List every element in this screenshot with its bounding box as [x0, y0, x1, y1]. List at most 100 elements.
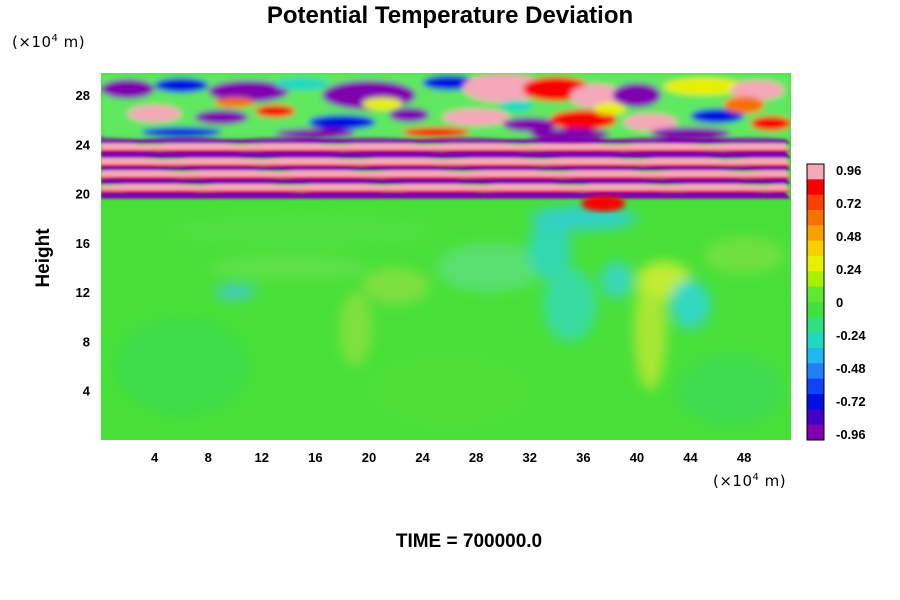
- colorbar-swatch: [807, 332, 824, 349]
- wave-cell: [275, 128, 356, 139]
- wave-cell: [402, 127, 470, 138]
- wave-cell: [194, 109, 249, 125]
- wave-cell: [650, 127, 731, 140]
- band: [101, 163, 791, 171]
- colorbar-swatch: [807, 378, 824, 395]
- wave-cell: [255, 105, 296, 118]
- field-blob: [600, 261, 633, 299]
- field-blob: [362, 267, 430, 305]
- field-blob: [677, 353, 785, 428]
- y-tick-label: 20: [76, 187, 90, 202]
- band: [101, 168, 791, 178]
- field-blob: [114, 316, 249, 416]
- colorbar-tick-label: 0.24: [836, 262, 862, 277]
- colorbar-swatch: [807, 348, 824, 364]
- stratified-bands: [101, 135, 791, 199]
- colorbar-tick-label: 0.48: [836, 229, 861, 244]
- colorbar-swatch: [807, 317, 824, 334]
- field-blob: [543, 267, 597, 342]
- y-tick-label: 12: [76, 285, 90, 300]
- field-blob: [339, 292, 372, 367]
- time-label: TIME = 700000.0: [395, 531, 543, 552]
- colorbar-frame: [806, 163, 825, 441]
- band-edge: [101, 149, 791, 152]
- field-blob: [703, 236, 785, 274]
- field-blob: [528, 218, 572, 280]
- plume: [581, 195, 626, 212]
- wave-cell: [549, 109, 617, 130]
- band: [101, 141, 791, 151]
- wave-cell: [502, 117, 557, 133]
- colorbar-tick-label: 0.72: [836, 196, 861, 211]
- colorbar: 0.96 0.72 0.48 0.24 0 -0.24 -0.48 -0.72 -0.96: [806, 163, 866, 442]
- x-tick-label: 4: [151, 450, 159, 465]
- x-tick-label: 28: [469, 450, 483, 465]
- wave-cell: [422, 75, 477, 91]
- colorbar-swatch: [807, 363, 824, 380]
- x-tick-label: 48: [737, 450, 751, 465]
- wave-cell: [141, 127, 222, 138]
- plot-area: [101, 73, 791, 440]
- x-tick-label: 36: [576, 450, 590, 465]
- wave-cell: [101, 79, 155, 99]
- upper-waves: [101, 73, 791, 141]
- wave-cell: [308, 114, 376, 130]
- band-edge: [101, 176, 791, 179]
- wave-cell: [724, 96, 765, 114]
- wave-cell: [208, 80, 289, 103]
- wave-cell: [389, 107, 430, 123]
- wave-cell: [462, 73, 544, 103]
- wave-cell: [730, 80, 785, 101]
- band: [101, 156, 791, 166]
- band: [101, 182, 791, 192]
- field-blob: [670, 279, 711, 330]
- field-blob: [208, 255, 369, 280]
- lower-field: [114, 206, 785, 428]
- colorbar-swatch: [807, 286, 824, 303]
- band-edge: [101, 164, 791, 167]
- y-axis-unit: (×104 m): [12, 33, 86, 51]
- band-edge: [101, 190, 791, 193]
- x-axis-unit: (×104 m): [713, 472, 787, 490]
- colorbar-tick-label: -0.24: [836, 328, 866, 343]
- wave-cell: [612, 82, 662, 108]
- wave-cell: [442, 108, 510, 126]
- colorbar-swatch: [807, 210, 824, 226]
- colorbar-swatch: [807, 194, 824, 211]
- x-tick-label: 12: [255, 450, 269, 465]
- wave-cell: [127, 105, 182, 123]
- colorbar-tick-label: -0.48: [836, 361, 866, 376]
- wave-cell: [750, 116, 791, 131]
- colorbar-swatch: [807, 302, 824, 318]
- wave-cell: [594, 102, 627, 115]
- colorbar-tick-label: 0.96: [836, 163, 861, 178]
- chart-title: Potential Temperature Deviation: [266, 2, 634, 29]
- colorbar-swatch: [807, 409, 824, 426]
- wave-cell: [362, 97, 403, 110]
- colorbar-swatch: [807, 271, 824, 288]
- x-tick-label: 24: [415, 450, 430, 465]
- field-blob: [214, 286, 256, 299]
- x-tick-label: 32: [523, 450, 537, 465]
- y-tick-label: 4: [83, 384, 91, 399]
- field-blob: [368, 353, 530, 428]
- wave-cell: [569, 84, 624, 109]
- field-blob: [529, 206, 637, 231]
- field-blob: [167, 212, 436, 250]
- colorbar-swatch: [807, 424, 824, 441]
- y-tick-label: 24: [76, 137, 91, 152]
- colorbar-swatch: [807, 240, 824, 257]
- colorbar-swatch: [807, 225, 824, 242]
- wave-cell: [214, 97, 256, 108]
- wave-cell: [275, 77, 329, 91]
- y-tick-label: 28: [76, 88, 90, 103]
- wave-cell: [500, 100, 533, 113]
- colorbar-swatch: [807, 256, 824, 272]
- y-tick-label: 8: [83, 334, 90, 349]
- colorbar-swatch: [807, 179, 824, 196]
- colorbar-tick-label: 0: [836, 295, 843, 310]
- wave-cell: [529, 128, 611, 141]
- x-tick-label: 16: [308, 450, 322, 465]
- x-tick-label: 20: [362, 450, 376, 465]
